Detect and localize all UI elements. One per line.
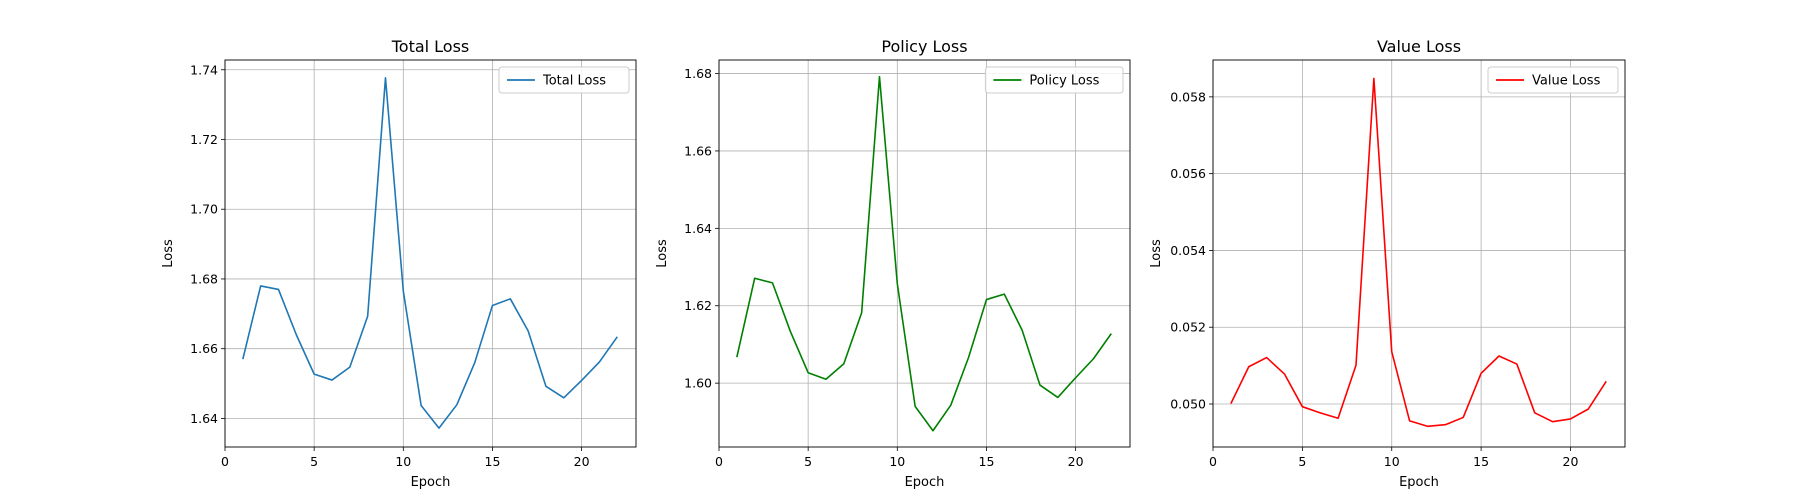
x-tick-label: 20 [1068,454,1084,469]
y-tick-label: 1.64 [684,221,712,236]
subplot-1: 0 5 10 15 20 1.64 1.66 1.68 1.70 1.72 1.74 Total Lo… [161,37,637,490]
legend-box [1487,66,1619,94]
series-line-total-loss [242,76,618,429]
x-tick-label: 20 [1563,454,1579,469]
legend: Value Loss [1487,66,1619,94]
legend: Policy Loss [984,66,1124,94]
y-axis-label: Loss [655,239,670,268]
x-tick-label: 0 [221,454,229,469]
x-tick-label: 15 [485,454,501,469]
axes-frame [224,59,637,448]
x-tick-label: 5 [1298,454,1306,469]
subplot-3: 0 5 10 15 20 0.050 0.052 0.054 0.056 0.058 Value L… [1149,37,1626,490]
x-tick-label: 5 [804,454,812,469]
legend-box [984,66,1124,94]
axes-frame [718,59,1131,448]
x-tick-label: 10 [1384,454,1400,469]
y-tick-label: 1.74 [190,62,218,77]
y-tick-label: 1.70 [190,202,218,217]
x-axis-label: Epoch [411,475,451,490]
x-tick-label: 20 [574,454,590,469]
y-tick-label: 1.66 [684,143,712,158]
x-tick-label: 10 [395,454,411,469]
x-tick-label: 0 [1209,454,1217,469]
y-axis-label: Loss [1149,239,1164,268]
subplot-2: 0 5 10 15 20 1.60 1.62 1.64 1.66 1.68 Policy Loss E… [655,37,1131,490]
y-tick-label: 1.68 [190,271,218,286]
x-axis-label: Epoch [905,475,945,490]
y-tick-label: 1.64 [190,411,218,426]
y-axis-label: Loss [161,239,176,268]
y-tick-label: 1.60 [684,376,712,391]
chart-title: Total Loss [391,37,470,56]
series-line-value-loss [1230,77,1607,428]
y-tick-label: 1.62 [684,298,712,313]
chart-title: Value Loss [1377,37,1461,56]
legend-label: Value Loss [1532,74,1601,89]
chart-title: Policy Loss [881,37,967,56]
y-tick-label: 1.66 [190,341,218,356]
legend: Total Loss [498,66,630,94]
x-tick-label: 15 [979,454,995,469]
legend-label: Total Loss [542,74,606,89]
x-tick-label: 5 [310,454,318,469]
y-tick-label: 1.72 [190,132,218,147]
y-tick-label: 1.68 [684,66,712,81]
y-tick-label: 0.054 [1170,243,1206,258]
y-tick-label: 0.050 [1170,397,1206,412]
y-tick-label: 0.058 [1170,89,1206,104]
y-tick-label: 0.052 [1170,320,1206,335]
x-tick-label: 15 [1473,454,1489,469]
x-axis-label: Epoch [1399,475,1439,490]
y-tick-label: 0.056 [1170,166,1206,181]
axes-frame [1212,59,1626,448]
x-tick-label: 0 [715,454,723,469]
legend-box [498,66,630,94]
legend-label: Policy Loss [1029,74,1099,89]
series-line-policy-loss [736,75,1112,432]
x-tick-label: 10 [889,454,905,469]
